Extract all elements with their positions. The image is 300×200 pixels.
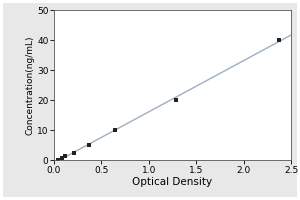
Point — [87, 143, 92, 147]
Point — [59, 157, 64, 160]
Point — [56, 158, 60, 162]
Point — [174, 98, 179, 102]
Point — [276, 38, 281, 42]
Y-axis label: Concentration(ng/mL): Concentration(ng/mL) — [25, 35, 34, 135]
Point — [71, 151, 76, 154]
Point — [112, 128, 117, 132]
Point — [63, 155, 68, 158]
X-axis label: Optical Density: Optical Density — [132, 177, 213, 187]
